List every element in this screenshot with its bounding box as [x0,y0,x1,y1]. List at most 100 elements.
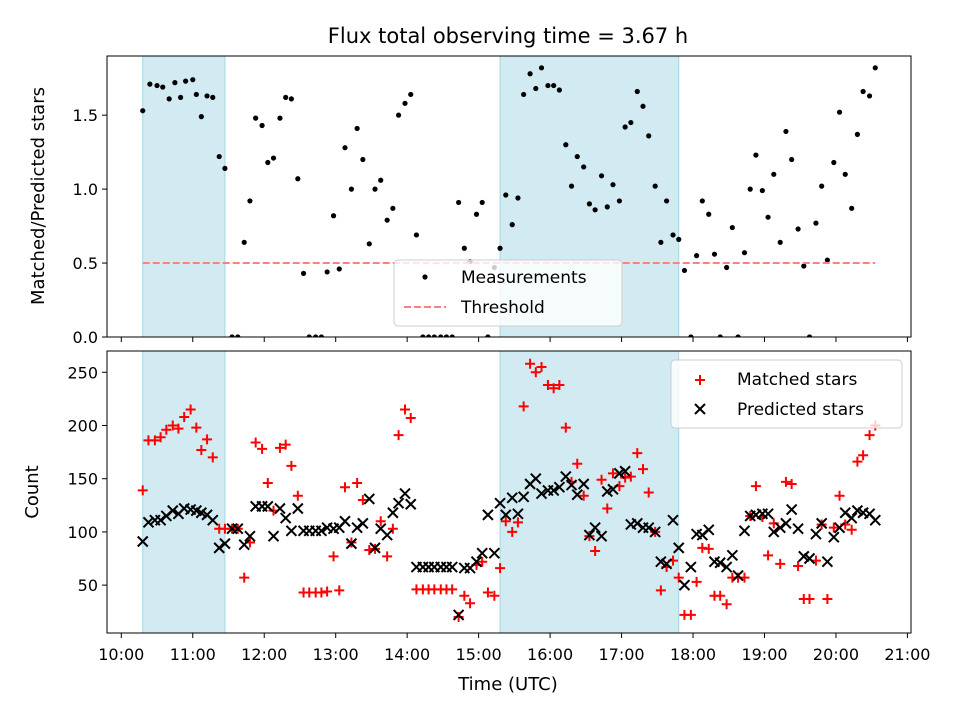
y-tick-label: 1.0 [73,180,98,199]
matched-stars-point [822,593,833,604]
measurements-point [306,334,312,337]
measurements-point [283,94,289,101]
matched-stars-point [775,558,786,569]
matched-stars-point [262,477,273,488]
predicted-stars-point [238,538,250,551]
measurements-point [461,245,467,251]
measurements-point [503,192,509,198]
predicted-stars-point [815,517,828,530]
predicted-stars-point [833,521,846,534]
predicted-stars-point [547,484,560,497]
predicted-stars-point [607,483,619,496]
matched-stars-point [202,434,213,445]
predicted-stars-point [792,523,804,535]
measurements-point [235,334,241,337]
measurements-point [288,96,294,102]
predicted-stars-point [219,537,231,550]
predicted-stars-point [726,549,739,562]
matched-stars-point [316,587,327,598]
predicted-stars-point [619,465,631,477]
predicted-stars-point [571,488,583,501]
measurements-point [545,82,551,89]
predicted-stars-point [488,547,501,559]
matched-stars-point [173,423,184,434]
measurements-point [622,124,628,130]
matched-stars-point [530,367,541,378]
predicted-stars-point [714,557,726,569]
matched-stars-point [596,474,607,485]
predicted-stars-point [738,525,751,537]
measurements-point [420,334,426,337]
matched-stars-point [846,524,857,535]
matched-stars-point [477,556,488,567]
matched-stars-point [715,590,726,601]
measurements-point [253,115,259,121]
matched-stars-point [763,550,774,561]
matched-stars-point [560,422,571,433]
measurements-point [277,115,283,121]
measurements-point [216,153,222,160]
y-tick-label: 1.5 [73,106,98,125]
measurements-point [563,142,569,148]
measurements-point [670,232,676,238]
matched-stars-point [852,456,863,467]
measurements-point [183,78,189,84]
matched-stars-point [459,590,470,601]
measurements-point [533,85,539,92]
axes-frame [106,55,912,338]
predicted-stars-point [780,517,792,530]
x-tick-label: 20:00 [813,645,859,664]
measurements-point [229,334,235,337]
measurements-point [765,214,771,220]
chart-title: Flux total observing time = 3.67 h [328,24,688,48]
x-tick-label: 14:00 [384,645,430,664]
predicted-stars-point [446,561,458,573]
matched-stars-point [382,551,393,562]
axes-frame [106,350,912,634]
matched-stars-point [207,452,218,463]
y-tick-label: 150 [67,470,98,489]
legend-measurements-marker [422,274,428,280]
matched-stars-point [280,439,291,450]
matched-stars-point [137,485,148,496]
matched-stars-point [518,401,529,412]
x-tick-label: 21:00 [884,645,930,664]
predicted-stars-point [595,530,608,542]
matched-stars-point [375,516,386,527]
measurements-point [724,264,730,271]
measurements-point [336,266,342,272]
predicted-stars-point [142,516,155,529]
predicted-stars-point [703,524,715,536]
measurements-point [598,173,605,179]
x-axis-label: Time (UTC) [457,674,558,695]
matched-stars-point [607,468,618,479]
predicted-stars-point [530,472,542,485]
predicted-stars-point [363,493,375,505]
predicted-stars-point [232,523,244,535]
predicted-stars-point [631,517,643,530]
predicted-stars-point [387,507,399,519]
measurements-point [610,182,616,188]
matched-stars-point [721,599,732,610]
matched-stars-point [655,585,666,596]
predicted-stars-point [267,530,280,542]
x-tick-label: 16:00 [527,645,573,664]
matched-stars-point [858,450,869,461]
predicted-stars-point [821,555,834,568]
predicted-stars-point [482,509,494,521]
x-tick-label: 12:00 [241,645,287,664]
x-tick-label: 19:00 [741,645,787,664]
predicted-stars-point [673,542,685,554]
measurements-point [527,71,533,77]
matched-stars-point [548,383,559,394]
matched-stars-point [828,522,839,533]
measurements-point [443,334,450,337]
measurements-point [479,199,485,206]
matched-stars-point [292,490,303,501]
predicted-stars-point [768,526,780,538]
matched-stars-point [274,442,285,453]
measurements-point [456,199,462,206]
predicted-stars-point [399,487,411,500]
predicted-stars-point [732,569,744,582]
